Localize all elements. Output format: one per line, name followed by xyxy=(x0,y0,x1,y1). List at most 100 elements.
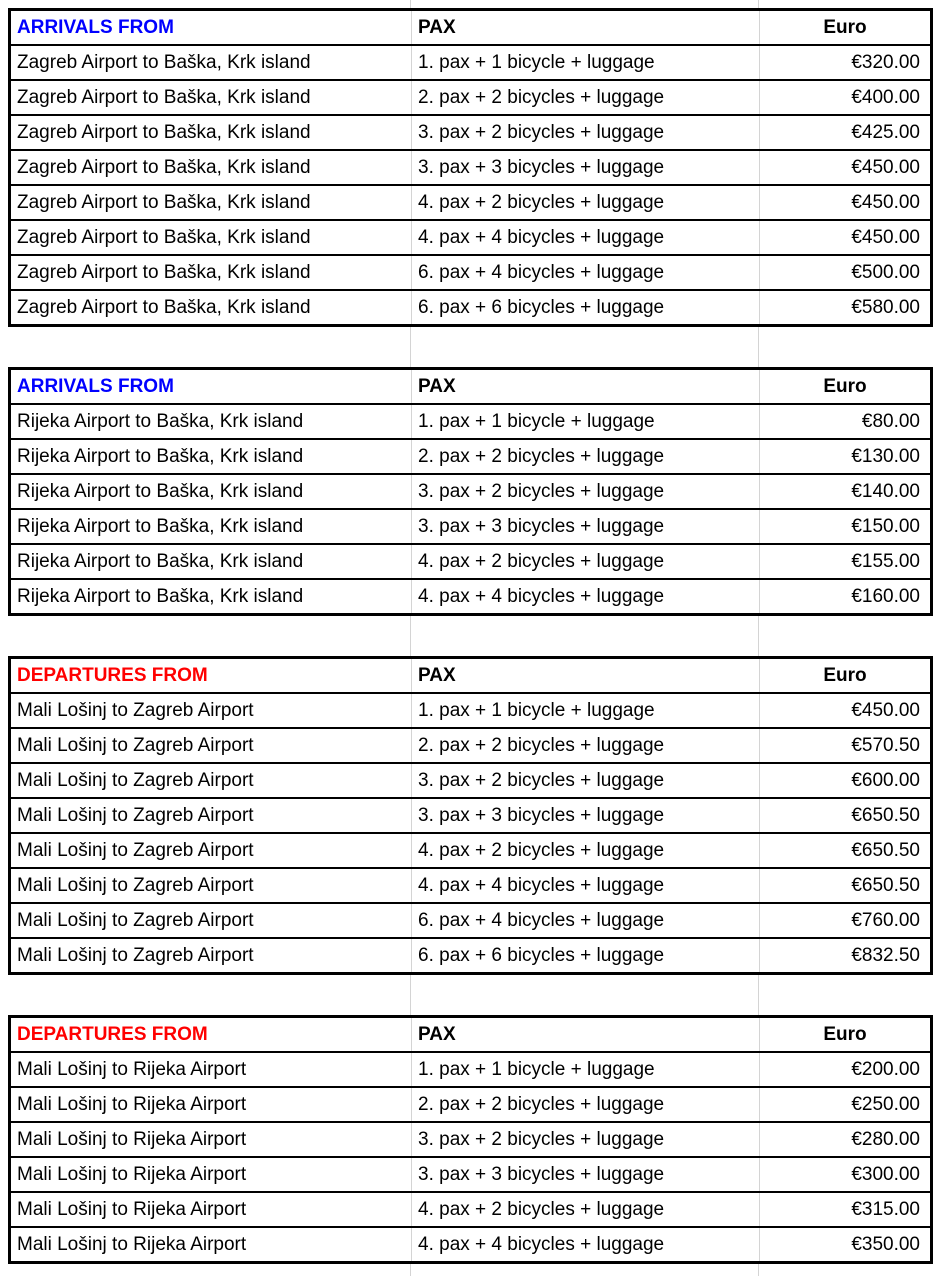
pax-cell[interactable]: 2. pax + 2 bicycles + luggage xyxy=(411,438,760,475)
price-cell[interactable]: €200.00 xyxy=(759,1051,932,1088)
price-cell[interactable]: €130.00 xyxy=(759,438,932,475)
route-cell[interactable]: Mali Lošinj to Zagreb Airport xyxy=(9,797,412,834)
price-cell[interactable]: €280.00 xyxy=(759,1121,932,1158)
pax-cell[interactable]: 4. pax + 4 bicycles + luggage xyxy=(411,867,760,904)
pax-cell[interactable]: 4. pax + 4 bicycles + luggage xyxy=(411,1226,760,1264)
price-cell[interactable]: €425.00 xyxy=(759,114,932,151)
route-cell[interactable]: Zagreb Airport to Baška, Krk island xyxy=(9,254,412,291)
price-cell[interactable]: €155.00 xyxy=(759,543,932,580)
pax-cell[interactable]: 4. pax + 4 bicycles + luggage xyxy=(411,219,760,256)
pax-cell[interactable]: 4. pax + 2 bicycles + luggage xyxy=(411,543,760,580)
price-cell[interactable]: €320.00 xyxy=(759,44,932,81)
route-cell[interactable]: Rijeka Airport to Baška, Krk island xyxy=(9,578,412,616)
pax-cell[interactable]: 4. pax + 2 bicycles + luggage xyxy=(411,184,760,221)
price-cell[interactable]: €450.00 xyxy=(759,184,932,221)
price-cell[interactable]: €450.00 xyxy=(759,219,932,256)
pax-cell[interactable]: 3. pax + 3 bicycles + luggage xyxy=(411,797,760,834)
pax-cell[interactable]: 3. pax + 2 bicycles + luggage xyxy=(411,762,760,799)
route-cell[interactable]: Rijeka Airport to Baška, Krk island xyxy=(9,543,412,580)
route-cell[interactable]: Mali Lošinj to Rijeka Airport xyxy=(9,1191,412,1228)
table-row: Mali Lošinj to Zagreb Airport 3. pax + 2 … xyxy=(9,762,932,799)
price-cell[interactable]: €650.50 xyxy=(759,867,932,904)
route-cell[interactable]: Mali Lošinj to Zagreb Airport xyxy=(9,937,412,975)
price-cell[interactable]: €500.00 xyxy=(759,254,932,291)
route-cell[interactable]: Zagreb Airport to Baška, Krk island xyxy=(9,79,412,116)
pax-cell[interactable]: 2. pax + 2 bicycles + luggage xyxy=(411,1086,760,1123)
route-cell[interactable]: Mali Lošinj to Zagreb Airport xyxy=(9,727,412,764)
pax-cell[interactable]: 3. pax + 2 bicycles + luggage xyxy=(411,473,760,510)
route-cell[interactable]: Zagreb Airport to Baška, Krk island xyxy=(9,289,412,327)
price-cell[interactable]: €350.00 xyxy=(759,1226,932,1264)
route-cell[interactable]: Zagreb Airport to Baška, Krk island xyxy=(9,219,412,256)
price-table-1: ARRIVALS FROM PAX Euro Zagreb Airport to Ba… xyxy=(8,8,933,327)
pax-cell[interactable]: 4. pax + 4 bicycles + luggage xyxy=(411,578,760,616)
euro-header-cell[interactable]: Euro xyxy=(759,367,932,405)
price-cell[interactable]: €450.00 xyxy=(759,149,932,186)
pax-cell[interactable]: 4. pax + 2 bicycles + luggage xyxy=(411,832,760,869)
pax-cell[interactable]: 6. pax + 4 bicycles + luggage xyxy=(411,902,760,939)
route-cell[interactable]: Rijeka Airport to Baška, Krk island xyxy=(9,438,412,475)
route-cell[interactable]: Rijeka Airport to Baška, Krk island xyxy=(9,508,412,545)
price-cell[interactable]: €580.00 xyxy=(759,289,932,327)
price-cell[interactable]: €570.50 xyxy=(759,727,932,764)
pax-header-cell[interactable]: PAX xyxy=(411,656,760,694)
pax-header-cell[interactable]: PAX xyxy=(411,1015,760,1053)
euro-header-cell[interactable]: Euro xyxy=(759,8,932,46)
price-cell[interactable]: €600.00 xyxy=(759,762,932,799)
table-title-cell[interactable]: DEPARTURES FROM xyxy=(9,1015,412,1053)
table-title-cell[interactable]: ARRIVALS FROM xyxy=(9,8,412,46)
route-cell[interactable]: Mali Lošinj to Rijeka Airport xyxy=(9,1086,412,1123)
route-cell[interactable]: Mali Lošinj to Zagreb Airport xyxy=(9,867,412,904)
pax-cell[interactable]: 1. pax + 1 bicycle + luggage xyxy=(411,403,760,440)
pax-cell[interactable]: 3. pax + 3 bicycles + luggage xyxy=(411,508,760,545)
price-cell[interactable]: €140.00 xyxy=(759,473,932,510)
route-cell[interactable]: Mali Lošinj to Zagreb Airport xyxy=(9,762,412,799)
pax-cell[interactable]: 1. pax + 1 bicycle + luggage xyxy=(411,44,760,81)
pax-header-cell[interactable]: PAX xyxy=(411,8,760,46)
price-cell[interactable]: €650.50 xyxy=(759,832,932,869)
pax-cell[interactable]: 1. pax + 1 bicycle + luggage xyxy=(411,692,760,729)
table-title-cell[interactable]: DEPARTURES FROM xyxy=(9,656,412,694)
route-cell[interactable]: Mali Lošinj to Rijeka Airport xyxy=(9,1156,412,1193)
route-cell[interactable]: Mali Lošinj to Zagreb Airport xyxy=(9,902,412,939)
route-cell[interactable]: Zagreb Airport to Baška, Krk island xyxy=(9,149,412,186)
route-cell[interactable]: Rijeka Airport to Baška, Krk island xyxy=(9,473,412,510)
price-cell[interactable]: €760.00 xyxy=(759,902,932,939)
euro-header-cell[interactable]: Euro xyxy=(759,1015,932,1053)
route-cell[interactable]: Zagreb Airport to Baška, Krk island xyxy=(9,44,412,81)
pax-cell[interactable]: 6. pax + 6 bicycles + luggage xyxy=(411,937,760,975)
route-cell[interactable]: Zagreb Airport to Baška, Krk island xyxy=(9,184,412,221)
pax-header-cell[interactable]: PAX xyxy=(411,367,760,405)
pax-cell[interactable]: 3. pax + 3 bicycles + luggage xyxy=(411,1156,760,1193)
price-cell[interactable]: €150.00 xyxy=(759,508,932,545)
bottom-margin-row xyxy=(8,1264,930,1276)
price-cell[interactable]: €80.00 xyxy=(759,403,932,440)
pax-cell[interactable]: 3. pax + 2 bicycles + luggage xyxy=(411,114,760,151)
pax-cell[interactable]: 6. pax + 6 bicycles + luggage xyxy=(411,289,760,327)
pax-cell[interactable]: 3. pax + 2 bicycles + luggage xyxy=(411,1121,760,1158)
price-cell[interactable]: €160.00 xyxy=(759,578,932,616)
price-cell[interactable]: €300.00 xyxy=(759,1156,932,1193)
table-title-cell[interactable]: ARRIVALS FROM xyxy=(9,367,412,405)
route-cell[interactable]: Mali Lošinj to Zagreb Airport xyxy=(9,692,412,729)
route-cell[interactable]: Mali Lošinj to Zagreb Airport xyxy=(9,832,412,869)
price-cell[interactable]: €650.50 xyxy=(759,797,932,834)
route-cell[interactable]: Zagreb Airport to Baška, Krk island xyxy=(9,114,412,151)
pax-cell[interactable]: 1. pax + 1 bicycle + luggage xyxy=(411,1051,760,1088)
route-cell[interactable]: Mali Lošinj to Rijeka Airport xyxy=(9,1226,412,1264)
route-cell[interactable]: Rijeka Airport to Baška, Krk island xyxy=(9,403,412,440)
pax-cell[interactable]: 3. pax + 3 bicycles + luggage xyxy=(411,149,760,186)
pax-cell[interactable]: 6. pax + 4 bicycles + luggage xyxy=(411,254,760,291)
pax-cell[interactable]: 2. pax + 2 bicycles + luggage xyxy=(411,727,760,764)
pax-cell[interactable]: 2. pax + 2 bicycles + luggage xyxy=(411,79,760,116)
price-cell[interactable]: €832.50 xyxy=(759,937,932,975)
price-cell[interactable]: €400.00 xyxy=(759,79,932,116)
euro-header-cell[interactable]: Euro xyxy=(759,656,932,694)
price-cell[interactable]: €250.00 xyxy=(759,1086,932,1123)
price-cell[interactable]: €315.00 xyxy=(759,1191,932,1228)
route-cell[interactable]: Mali Lošinj to Rijeka Airport xyxy=(9,1051,412,1088)
pax-cell[interactable]: 4. pax + 2 bicycles + luggage xyxy=(411,1191,760,1228)
route-cell[interactable]: Mali Lošinj to Rijeka Airport xyxy=(9,1121,412,1158)
price-table-4: DEPARTURES FROM PAX Euro Mali Lošinj to Rij… xyxy=(8,1015,933,1264)
price-cell[interactable]: €450.00 xyxy=(759,692,932,729)
